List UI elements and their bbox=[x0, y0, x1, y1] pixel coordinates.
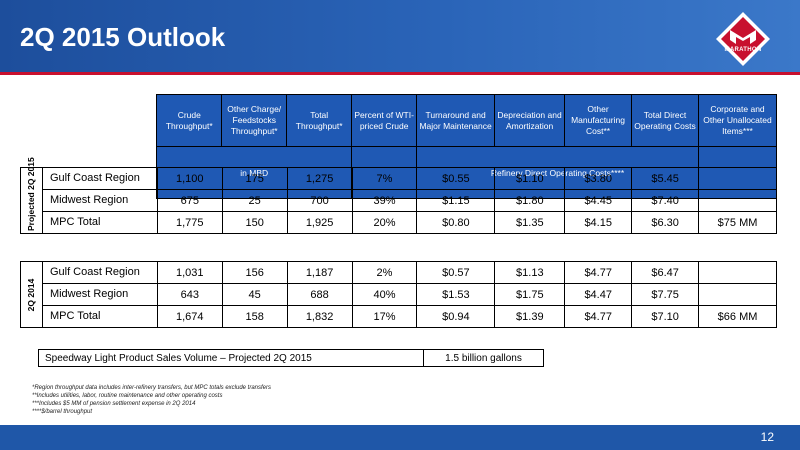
column-header: Other Manufacturing Cost** bbox=[564, 94, 633, 147]
table-cell: $1.39 bbox=[494, 305, 566, 328]
page-title: 2Q 2015 Outlook bbox=[20, 22, 226, 52]
table-cell: 25 bbox=[221, 189, 288, 212]
table-cell: $7.75 bbox=[631, 283, 700, 306]
header-spacer bbox=[42, 95, 157, 147]
table-row: Midwest Region 643 45 688 40% $1.53 $1.75 $4.47… bbox=[21, 283, 777, 306]
table-cell: 675 bbox=[156, 189, 223, 212]
column-header: Percent of WTI-priced Crude bbox=[351, 94, 418, 147]
table-row: MPC Total 1,674 158 1,832 17% $0.94 $1.39 $4.77… bbox=[21, 305, 777, 328]
column-header: Corporate and Other Unallocated Items*** bbox=[697, 94, 778, 147]
footnote: ****$/barrel throughput bbox=[32, 409, 93, 415]
table-cell: $7.40 bbox=[631, 189, 700, 212]
table-row: MPC Total 1,775 150 1,925 20% $0.80 $1.35 $4.15… bbox=[21, 211, 777, 234]
column-header: Other Charge/ Feedstocks Throughput* bbox=[221, 94, 288, 147]
table-cell: 39% bbox=[351, 189, 418, 212]
table-cell: $4.47 bbox=[564, 283, 633, 306]
table-cell: 156 bbox=[221, 261, 288, 284]
row-label: Gulf Coast Region bbox=[41, 167, 158, 190]
table-cell: $1.80 bbox=[494, 189, 566, 212]
table-cell: 175 bbox=[221, 167, 288, 190]
section-label-cell: Projected 2Q 2015 bbox=[20, 156, 43, 234]
table-cell: $66 MM bbox=[698, 305, 777, 328]
table-cell bbox=[698, 189, 777, 212]
table-cell: $6.30 bbox=[631, 211, 700, 234]
column-header: Turnaround and Major Maintenance bbox=[416, 94, 496, 147]
column-header: Crude Throughput* bbox=[156, 94, 223, 147]
table-cell: 150 bbox=[221, 211, 288, 234]
table-cell: $0.57 bbox=[416, 261, 496, 284]
column-header: Total Direct Operating Costs bbox=[631, 94, 699, 147]
table-cell: $75 MM bbox=[698, 211, 777, 234]
table-cell: $1.75 bbox=[494, 283, 566, 306]
table-row: Projected 2Q 2015 Gulf Coast Region 1,100 1… bbox=[20, 157, 777, 234]
table-cell: $1.13 bbox=[494, 261, 566, 284]
column-header: Depreciation and Amortization bbox=[494, 94, 566, 147]
row-label: Midwest Region bbox=[41, 189, 158, 212]
footnote: *Region throughput data includes inter-r… bbox=[32, 385, 272, 391]
section-label: Projected 2Q 2015 bbox=[26, 156, 37, 231]
table-cell: 688 bbox=[286, 283, 353, 306]
table-cell: $0.80 bbox=[416, 211, 496, 234]
table-cell: 7% bbox=[351, 167, 418, 190]
table-cell: 20% bbox=[351, 211, 418, 234]
header-accent-line bbox=[0, 72, 800, 75]
table-cell: $1.15 bbox=[416, 189, 496, 212]
table-cell: 158 bbox=[221, 305, 288, 328]
sales-volume-table: Speedway Light Product Sales Volume – Pr… bbox=[38, 349, 544, 367]
column-header: Total Throughput* bbox=[286, 94, 353, 147]
table-cell: 700 bbox=[286, 189, 353, 212]
table-cell: $6.47 bbox=[631, 261, 700, 284]
table-cell: 2% bbox=[351, 261, 418, 284]
header-spacer bbox=[20, 95, 42, 147]
table-cell bbox=[698, 261, 777, 284]
actual-table: 2Q 2014 Gulf Coast Region 1,031 156 1,187 2% $… bbox=[20, 261, 777, 328]
table-cell: 1,187 bbox=[286, 261, 353, 284]
table-cell: $1.53 bbox=[416, 283, 496, 306]
row-label: Gulf Coast Region bbox=[41, 261, 158, 284]
table-row: Midwest Region 675 25 700 39% $1.15 $1.80 $4.45… bbox=[21, 189, 777, 212]
table-row: 2Q 2014 Gulf Coast Region 1,031 156 1,187 2% $… bbox=[20, 261, 777, 328]
table-cell: $7.10 bbox=[631, 305, 700, 328]
sales-value: 1.5 billion gallons bbox=[423, 349, 544, 367]
projected-table: Projected 2Q 2015 Gulf Coast Region 1,100 1… bbox=[20, 157, 777, 234]
table-cell: $1.35 bbox=[494, 211, 566, 234]
table-cell: $4.77 bbox=[564, 261, 633, 284]
table-cell: 1,775 bbox=[156, 211, 223, 234]
table-cell: 17% bbox=[351, 305, 418, 328]
table-cell: 1,100 bbox=[156, 167, 223, 190]
table-cell: 1,031 bbox=[156, 261, 223, 284]
table-cell: $4.15 bbox=[564, 211, 633, 234]
table-cell: 45 bbox=[221, 283, 288, 306]
table-cell: $0.55 bbox=[416, 167, 496, 190]
logo-wordmark: MARATHON bbox=[724, 47, 762, 53]
table-cell: $0.94 bbox=[416, 305, 496, 328]
table-cell: $1.10 bbox=[494, 167, 566, 190]
footnote: ***Includes $5 MM of pension settlement … bbox=[32, 401, 196, 407]
table-cell: 1,674 bbox=[156, 305, 223, 328]
section-label: 2Q 2014 bbox=[26, 278, 37, 311]
footnote: **Includes utilities, labor, routine mai… bbox=[32, 393, 223, 399]
row-label: MPC Total bbox=[41, 211, 158, 234]
marathon-logo: MARATHON bbox=[712, 10, 774, 68]
table-cell: 1,832 bbox=[286, 305, 353, 328]
section-label-cell: 2Q 2014 bbox=[20, 261, 43, 328]
sales-label: Speedway Light Product Sales Volume – Pr… bbox=[38, 349, 424, 367]
table-cell: $3.80 bbox=[564, 167, 633, 190]
footnotes: *Region throughput data includes inter-r… bbox=[32, 384, 271, 416]
table-cell: $4.45 bbox=[564, 189, 633, 212]
table-cell: 643 bbox=[156, 283, 223, 306]
table-cell: $4.77 bbox=[564, 305, 633, 328]
header-banner: 2Q 2015 Outlook MARATHON bbox=[0, 0, 800, 75]
footer-bar: 12 bbox=[0, 425, 800, 450]
table-cell bbox=[698, 167, 777, 190]
table-cell: 1,925 bbox=[286, 211, 353, 234]
row-label: MPC Total bbox=[41, 305, 158, 328]
table-cell: 1,275 bbox=[286, 167, 353, 190]
table-cell: $5.45 bbox=[631, 167, 700, 190]
row-label: Midwest Region bbox=[41, 283, 158, 306]
table-cell: 40% bbox=[351, 283, 418, 306]
page-number: 12 bbox=[760, 430, 774, 444]
table-cell bbox=[698, 283, 777, 306]
